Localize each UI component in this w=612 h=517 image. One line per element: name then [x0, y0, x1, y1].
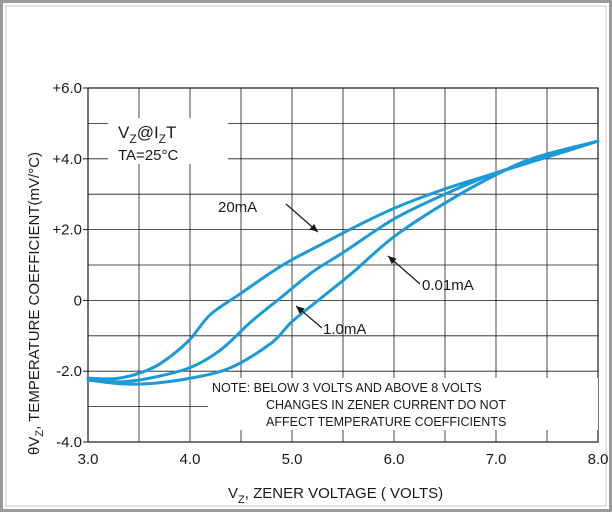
x-tick-label: 8.0 [588, 451, 609, 468]
series-line-20mA [86, 139, 600, 381]
arrow-head [309, 223, 318, 232]
note-box: NOTE: BELOW 3 VOLTS AND ABOVE 8 VOLTS CH… [208, 378, 598, 430]
y-tick-label: +6.0 [52, 80, 82, 97]
y-tick-label: +4.0 [52, 151, 82, 168]
series-line-0-01mA [86, 139, 600, 386]
x-tick-label: 5.0 [282, 451, 303, 468]
note-box-bg [208, 378, 598, 430]
series-layer [86, 139, 600, 386]
curve-label-0-01mA: 0.01mA [422, 277, 474, 294]
note-line-1: NOTE: BELOW 3 VOLTS AND ABOVE 8 VOLTS [212, 381, 482, 395]
arrow-head [388, 256, 397, 265]
note-line-3: AFFECT TEMPERATURE COEFFICIENTS [266, 415, 506, 429]
x-tick-label: 4.0 [180, 451, 201, 468]
condition-line-1: VZ@IZT [118, 123, 176, 146]
note-line-2: CHANGES IN ZENER CURRENT DO NOT [266, 398, 506, 412]
y-tick-labels: -4.0 -2.0 0 +2.0 +4.0 +6.0 [52, 80, 88, 451]
x-tick-label: 6.0 [384, 451, 405, 468]
x-tick-label: 7.0 [486, 451, 507, 468]
y-tick-label: -4.0 [56, 434, 82, 451]
curve-label-1-0mA: 1.0mA [323, 321, 366, 338]
x-axis-title: VZ, ZENER VOLTAGE ( VOLTS) [228, 485, 443, 506]
series-line-1-0mA [86, 139, 600, 384]
x-tick-label: 3.0 [78, 451, 99, 468]
curve-label-20mA: 20mA [218, 199, 257, 216]
y-axis-title: θVZ, TEMPERATURE COEFFICIENT(mV/°C) [26, 152, 46, 455]
outer-border-inner [5, 5, 607, 507]
condition-box: VZ@IZT TA=25°C [108, 118, 228, 164]
plot-area-border [87, 87, 599, 443]
condition-line-2: TA=25°C [118, 147, 178, 164]
y-tick-label: 0 [74, 292, 82, 309]
arrow-head [296, 306, 305, 315]
x-tick-labels: 3.0 4.0 5.0 6.0 7.0 8.0 [78, 451, 609, 468]
curve-labels: 20mA 1.0mA 0.01mA [218, 199, 474, 338]
y-tick-label: +2.0 [52, 222, 82, 239]
condition-box-bg [108, 118, 228, 164]
y-tick-label: -2.0 [56, 363, 82, 380]
